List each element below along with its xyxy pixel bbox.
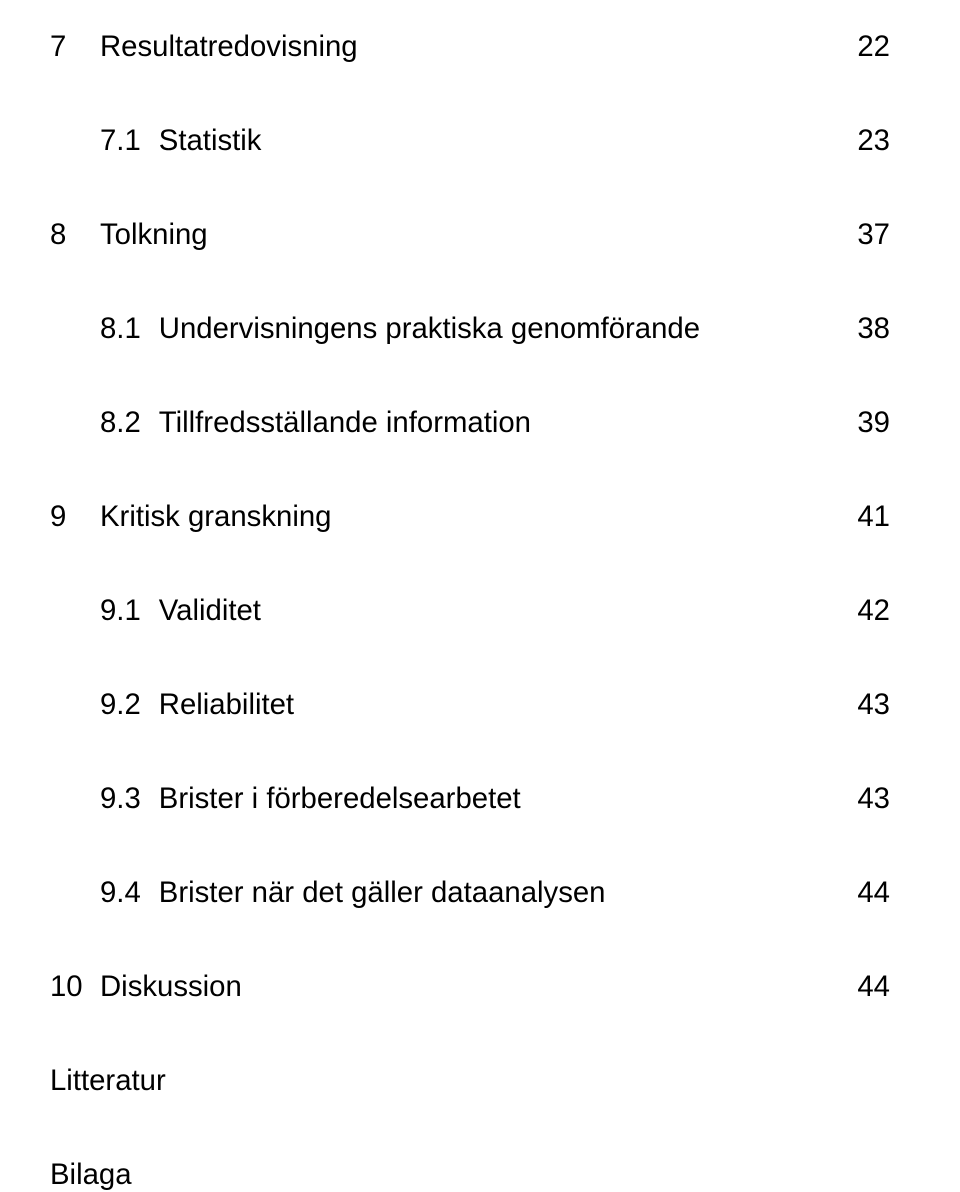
- toc-entry-label: Kritisk granskning: [100, 500, 331, 534]
- toc-entry-label: Bilaga: [50, 1158, 132, 1192]
- toc-entry-label: Tolkning: [100, 218, 208, 252]
- toc-entry-page: 44: [857, 876, 890, 910]
- toc-entry: 9Kritisk granskning 41: [50, 500, 890, 534]
- toc-entry-label: Validitet: [159, 594, 261, 628]
- toc-entry: Litteratur: [50, 1064, 890, 1098]
- toc-entry: Bilaga: [50, 1158, 890, 1192]
- toc-entry-page: 38: [857, 312, 890, 346]
- toc-entry: 10Diskussion 44: [50, 970, 890, 1004]
- toc-list: 7Resultatredovisning 22 7.1 Statistik 23 8Tol…: [50, 30, 890, 1192]
- toc-entry-number: 8.2: [100, 406, 141, 440]
- toc-entry-number: 8.1: [100, 312, 141, 346]
- toc-entry-page: 23: [857, 124, 890, 158]
- toc-entry-number: 8: [50, 218, 100, 252]
- toc-entry-page: 39: [857, 406, 890, 440]
- toc-entry-label: Undervisningens praktiska genomförande: [159, 312, 700, 346]
- toc-entry-number: 9.2: [100, 688, 141, 722]
- toc-entry-number: 7.1: [100, 124, 141, 158]
- toc-entry-label: Brister i förberedelsearbetet: [159, 782, 521, 816]
- toc-entry: 9.1 Validitet 42: [50, 594, 890, 628]
- toc-entry-number: 9.4: [100, 876, 141, 910]
- toc-page: 7Resultatredovisning 22 7.1 Statistik 23 8Tol…: [0, 0, 960, 918]
- toc-entry: 9.3 Brister i förberedelsearbetet 43: [50, 782, 890, 816]
- toc-entry-label: Tillfredsställande information: [159, 406, 531, 440]
- toc-entry-label: Resultatredovisning: [100, 30, 358, 64]
- toc-entry: 8.2 Tillfredsställande information 39: [50, 406, 890, 440]
- toc-entry-number: 10: [50, 970, 100, 1004]
- toc-entry-label: Statistik: [159, 124, 262, 158]
- toc-entry-page: 22: [857, 30, 890, 64]
- toc-entry-number: 7: [50, 30, 100, 64]
- toc-entry-label: Brister när det gäller dataanalysen: [159, 876, 606, 910]
- toc-entry-page: 37: [857, 218, 890, 252]
- toc-entry: 9.2 Reliabilitet 43: [50, 688, 890, 722]
- toc-entry: 7Resultatredovisning 22: [50, 30, 890, 64]
- toc-entry-page: 44: [857, 970, 890, 1004]
- toc-entry-number: 9: [50, 500, 100, 534]
- toc-entry-page: 43: [857, 782, 890, 816]
- toc-entry-page: 42: [857, 594, 890, 628]
- toc-entry-label: Diskussion: [100, 970, 242, 1004]
- toc-entry-label: Reliabilitet: [159, 688, 294, 722]
- toc-entry-page: 41: [857, 500, 890, 534]
- toc-entry-number: 9.3: [100, 782, 141, 816]
- toc-entry: 8.1 Undervisningens praktiska genomförand…: [50, 312, 890, 346]
- toc-entry: 9.4 Brister när det gäller dataanalysen 44: [50, 876, 890, 910]
- toc-entry-number: 9.1: [100, 594, 141, 628]
- toc-entry-page: 43: [857, 688, 890, 722]
- toc-entry-label: Litteratur: [50, 1064, 166, 1098]
- toc-entry: 7.1 Statistik 23: [50, 124, 890, 158]
- toc-entry: 8Tolkning 37: [50, 218, 890, 252]
